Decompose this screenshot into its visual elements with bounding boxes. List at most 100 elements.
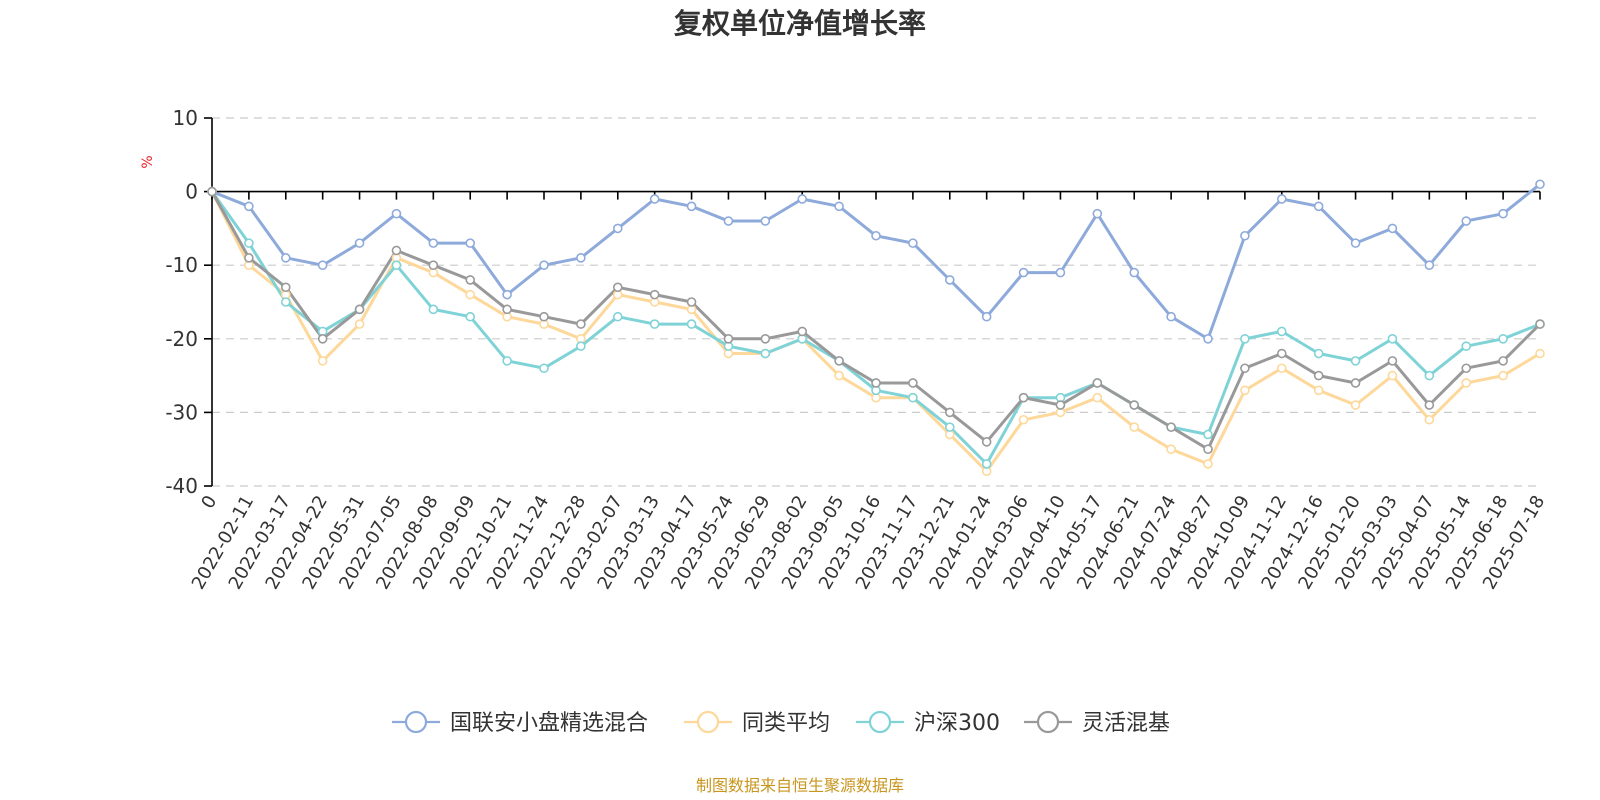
series-3-point xyxy=(908,378,918,388)
series-3-point xyxy=(391,245,402,256)
series-2-point xyxy=(1313,348,1324,359)
series-0-point xyxy=(1350,238,1361,248)
series-3-point xyxy=(1276,348,1287,359)
series-2-point xyxy=(1276,326,1287,337)
series-0-point xyxy=(908,238,918,248)
series-3-point xyxy=(1166,422,1176,432)
series-0-point xyxy=(1129,267,1140,278)
legend[interactable]: 国联安小盘精选混合 同类平均 沪深300 灵活混基 xyxy=(392,710,1170,736)
series-1-point xyxy=(1424,414,1435,425)
series-3-point xyxy=(723,333,734,344)
chart-title: 复权单位净值增长率 xyxy=(674,7,926,40)
series-1-point xyxy=(1350,400,1361,410)
series-0-point xyxy=(1424,260,1435,271)
data-source-note: 制图数据来自恒生聚源数据库 xyxy=(696,776,904,795)
y-tick-label: -40 xyxy=(165,474,198,498)
series-3-point xyxy=(834,356,844,366)
legend-item-2[interactable]: 沪深300 xyxy=(856,710,1000,736)
legend-marker xyxy=(404,710,428,734)
y-tick-label: 10 xyxy=(173,106,198,130)
series-0-point xyxy=(465,238,476,248)
series-lines xyxy=(207,179,1545,477)
series-3-point xyxy=(1313,370,1324,381)
grid-lines xyxy=(212,117,1540,487)
series-3-point xyxy=(1240,363,1250,374)
series-2-point xyxy=(1350,356,1361,366)
series-3-point xyxy=(649,289,660,300)
series-0-point xyxy=(1166,311,1176,322)
series-0-point xyxy=(760,216,771,226)
series-3-point xyxy=(317,333,328,344)
series-0-point xyxy=(539,260,549,271)
series-3-point xyxy=(1055,400,1066,410)
series-2-point xyxy=(502,356,512,366)
series-0-point xyxy=(1535,179,1545,190)
series-3-point xyxy=(1461,363,1472,374)
series-1-point xyxy=(354,319,365,329)
legend-item-3[interactable]: 灵活混基 xyxy=(1024,710,1170,736)
series-2-point xyxy=(428,304,439,315)
y-tick-label: -10 xyxy=(165,253,198,277)
legend-label: 国联安小盘精选混合 xyxy=(450,711,648,736)
series-3-point xyxy=(1350,378,1361,388)
series-1-point xyxy=(317,356,328,366)
series-0-point xyxy=(428,238,439,248)
series-3-point xyxy=(354,304,365,315)
series-3-point xyxy=(612,282,623,293)
series-0-point xyxy=(797,194,808,204)
series-1-point xyxy=(1313,385,1324,396)
series-0-point xyxy=(244,201,254,212)
x-tick-label: 0 xyxy=(197,492,221,512)
series-2-point xyxy=(686,319,697,329)
series-0-point xyxy=(280,253,291,263)
series-0-point xyxy=(502,289,512,300)
series-2-point xyxy=(1203,429,1213,440)
legend-marker xyxy=(868,710,892,734)
series-3-point xyxy=(576,319,586,329)
series-0-point xyxy=(981,311,992,322)
series-3-point xyxy=(1424,400,1435,410)
series-0-point xyxy=(1387,223,1398,234)
legend-label: 沪深300 xyxy=(914,711,1000,736)
series-3-point xyxy=(502,304,512,315)
series-3-point xyxy=(539,311,549,322)
series-0-point xyxy=(649,194,660,204)
series-2-point xyxy=(981,459,992,469)
series-2-point xyxy=(612,311,623,322)
series-2-point xyxy=(465,311,476,322)
series-line-0 xyxy=(211,183,1541,341)
series-1-point xyxy=(1092,392,1103,403)
series-2-point xyxy=(1498,333,1508,344)
series-0-point xyxy=(1092,208,1103,219)
y-axis-ticks: 10 0 -10 -20 -30 -40 xyxy=(165,106,212,498)
legend-marker xyxy=(696,710,720,734)
series-2-point xyxy=(908,392,918,403)
legend-label: 灵活混基 xyxy=(1082,711,1170,736)
series-0-point xyxy=(391,208,402,219)
series-3-point xyxy=(1203,444,1213,455)
y-tick-label: 0 xyxy=(185,180,198,204)
series-2-point xyxy=(1240,333,1250,344)
series-0-point xyxy=(1461,216,1472,226)
legend-item-0[interactable]: 国联安小盘精选混合 xyxy=(392,710,648,736)
series-1-point xyxy=(1240,385,1250,396)
series-1-point xyxy=(1018,414,1029,425)
series-3-point xyxy=(1387,356,1398,366)
series-2-point xyxy=(760,348,771,359)
series-2-point xyxy=(944,422,955,432)
y-axis-unit: % xyxy=(140,155,156,168)
series-1-point xyxy=(1166,444,1176,455)
series-1-point xyxy=(465,289,476,300)
series-2-point xyxy=(1387,333,1398,344)
series-1-point xyxy=(1129,422,1140,432)
series-0-point xyxy=(871,230,881,241)
series-0-point xyxy=(834,201,844,212)
series-2-point xyxy=(576,341,586,351)
series-3-point xyxy=(981,437,992,447)
series-1-point xyxy=(1203,459,1213,469)
legend-item-1[interactable]: 同类平均 xyxy=(684,710,830,736)
series-0-point xyxy=(1055,267,1066,278)
series-2-point xyxy=(649,319,660,329)
series-0-point xyxy=(1018,267,1029,278)
